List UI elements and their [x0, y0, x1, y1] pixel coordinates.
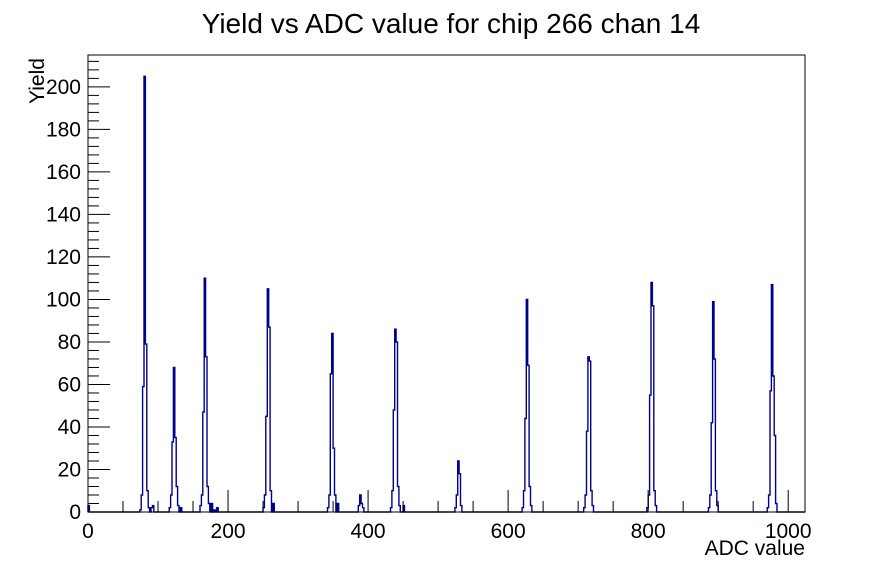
- x-tick-label: 1000: [765, 520, 812, 543]
- y-tick-label: 100: [46, 288, 81, 311]
- x-axis-title: ADC value: [705, 537, 805, 560]
- x-tick-label: 200: [211, 520, 246, 543]
- y-tick-label: 80: [58, 331, 81, 354]
- y-tick-label: 180: [46, 118, 81, 141]
- y-tick-label: 140: [46, 203, 81, 226]
- x-tick-label: 800: [631, 520, 666, 543]
- y-tick-label: 120: [46, 246, 81, 269]
- y-axis-title: Yield: [26, 58, 49, 104]
- x-tick-label: 400: [351, 520, 386, 543]
- y-tick-label: 20: [58, 458, 81, 481]
- x-tick-label: 600: [491, 520, 526, 543]
- y-tick-label: 160: [46, 161, 81, 184]
- plot-frame: [87, 54, 806, 513]
- y-tick-label: 0: [69, 501, 81, 524]
- axes-layer: [87, 54, 806, 513]
- y-tick-label: 200: [46, 76, 81, 99]
- y-tick-label: 40: [58, 416, 81, 439]
- tick-label-layer: 0 200 400 600 800 1000 0 20 40 60 80 100 120 140 160 18…: [46, 76, 812, 543]
- histogram-layer: [87, 75, 805, 513]
- chart-title: Yield vs ADC value for chip 266 chan 14: [202, 8, 701, 39]
- histogram-line: [87, 75, 805, 513]
- y-tick-label: 60: [58, 373, 81, 396]
- x-tick-label: 0: [82, 520, 94, 543]
